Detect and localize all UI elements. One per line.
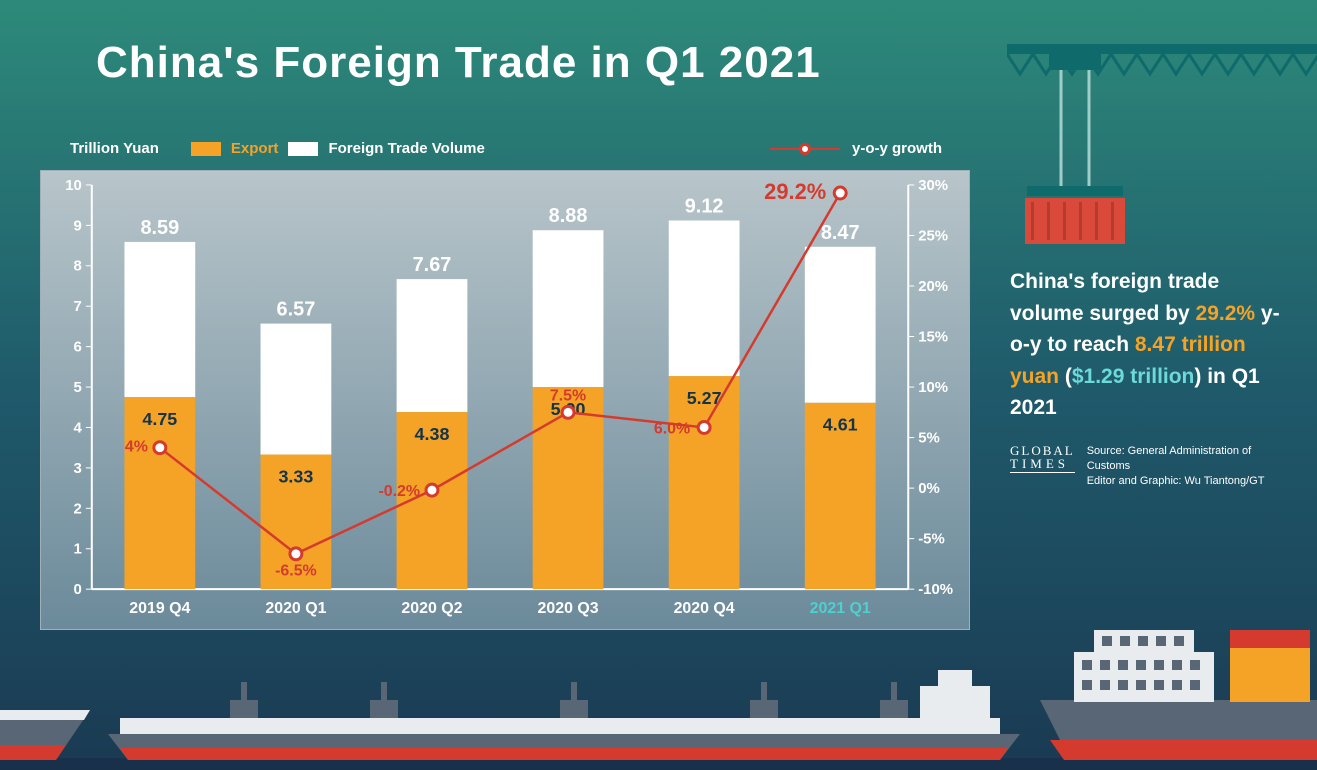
bar-export [669, 376, 740, 589]
growth-value-label: -6.5% [275, 563, 317, 580]
summary-panel: China's foreign trade volume surged by 2… [1010, 266, 1290, 490]
volume-value-label: 8.47 [821, 222, 860, 244]
crane-illustration [1007, 38, 1317, 248]
export-value-label: 4.75 [142, 409, 177, 429]
svg-text:7: 7 [74, 298, 82, 315]
svg-text:-10%: -10% [918, 581, 953, 598]
bar-volume [124, 242, 195, 397]
bar-volume [261, 324, 332, 455]
svg-text:10: 10 [65, 177, 82, 194]
export-value-label: 3.33 [278, 466, 313, 486]
legend-export-swatch [191, 142, 221, 156]
bar-volume [669, 221, 740, 377]
legend-growth-marker [770, 148, 840, 150]
svg-text:-5%: -5% [918, 531, 945, 548]
svg-text:2: 2 [74, 500, 82, 517]
growth-point [562, 406, 574, 418]
legend-volume-label: Foreign Trade Volume [328, 140, 484, 157]
growth-value-label: 4% [125, 439, 148, 456]
global-times-logo: GLOBAL TIMES [1010, 444, 1075, 473]
growth-point [834, 187, 846, 199]
growth-value-label: 7.5% [550, 387, 586, 404]
legend-growth-label: y-o-y growth [852, 140, 942, 157]
svg-text:0%: 0% [918, 480, 940, 497]
svg-text:15%: 15% [918, 329, 948, 346]
bar-volume [533, 230, 604, 387]
chart-svg: 0 1 2 3 4 5 6 7 8 9 10 -10% -5% 0% 5% 10% 15% 20% 25% 30% 8.… [41, 171, 969, 629]
volume-value-label: 9.12 [685, 196, 724, 218]
ships-illustration [0, 600, 1317, 770]
growth-point [426, 484, 438, 496]
export-value-label: 4.61 [823, 415, 858, 435]
volume-value-label: 7.67 [413, 254, 452, 276]
svg-text:3: 3 [74, 460, 82, 477]
legend-export-label: Export [231, 140, 279, 157]
growth-value-label: -0.2% [378, 483, 420, 500]
source-text: Source: General Administration of Custom… [1087, 444, 1290, 490]
bar-volume [397, 279, 468, 412]
growth-point [698, 422, 710, 434]
growth-point [154, 442, 166, 454]
volume-value-label: 8.88 [549, 205, 588, 227]
growth-value-label: 6.0% [654, 420, 690, 437]
svg-text:0: 0 [74, 581, 82, 598]
growth-point [290, 548, 302, 560]
svg-text:8: 8 [74, 258, 82, 275]
svg-text:4: 4 [74, 419, 83, 436]
legend-unit-label: Trillion Yuan [70, 140, 159, 157]
page-title: China's Foreign Trade in Q1 2021 [96, 38, 821, 88]
svg-text:20%: 20% [918, 278, 948, 295]
export-value-label: 4.38 [415, 424, 450, 444]
volume-value-label: 8.59 [140, 217, 179, 239]
bar-volume [805, 247, 876, 403]
svg-text:5: 5 [74, 379, 82, 396]
svg-text:1: 1 [74, 541, 82, 558]
svg-text:25%: 25% [918, 227, 948, 244]
summary-text: China's foreign trade volume surged by 2… [1010, 266, 1290, 424]
svg-text:30%: 30% [918, 177, 948, 194]
chart-area: 0 1 2 3 4 5 6 7 8 9 10 -10% -5% 0% 5% 10% 15% 20% 25% 30% 8.… [40, 170, 970, 630]
svg-text:10%: 10% [918, 379, 948, 396]
svg-text:9: 9 [74, 217, 82, 234]
chart-legend: Trillion Yuan Export Foreign Trade Volum… [70, 140, 495, 157]
volume-value-label: 6.57 [277, 299, 316, 321]
svg-text:5%: 5% [918, 430, 940, 447]
legend-growth-group: y-o-y growth [770, 140, 942, 157]
svg-text:6: 6 [74, 339, 82, 356]
growth-value-label: 29.2% [764, 179, 826, 204]
legend-volume-swatch [288, 142, 318, 156]
